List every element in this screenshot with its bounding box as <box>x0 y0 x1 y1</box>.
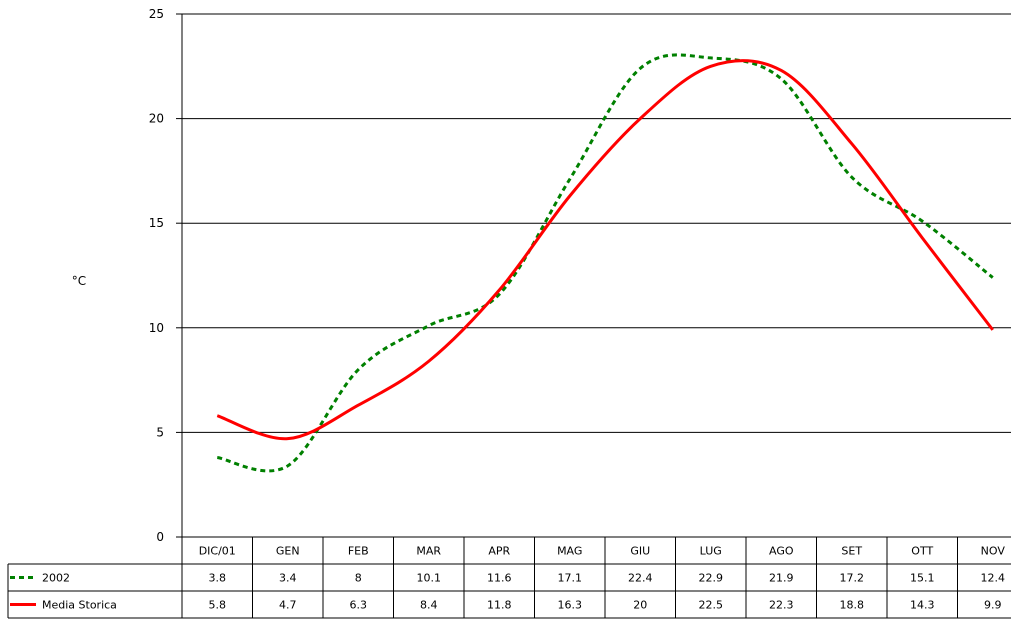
data-cell: 3.8 <box>209 572 227 585</box>
data-cell: 4.7 <box>279 599 297 612</box>
data-cell: 17.2 <box>840 572 865 585</box>
y-tick-label: 20 <box>149 112 164 126</box>
series-line-0 <box>216 53 994 473</box>
data-cell: 14.3 <box>910 599 935 612</box>
y-tick-label: 0 <box>156 530 164 544</box>
gridlines <box>176 13 1011 538</box>
category-label: OTT <box>911 545 933 558</box>
y-tick-label: 5 <box>156 425 164 439</box>
data-cell: 16.3 <box>558 599 583 612</box>
category-label: AGO <box>769 545 794 558</box>
data-cell: 8.4 <box>420 599 438 612</box>
category-label: MAR <box>416 545 441 558</box>
data-cell: 5.8 <box>209 599 227 612</box>
data-cell: 12.4 <box>981 572 1006 585</box>
category-label: LUG <box>700 545 722 558</box>
data-cell: 10.1 <box>417 572 442 585</box>
legend-label-1: Media Storica <box>42 599 117 612</box>
category-label: MAG <box>557 545 582 558</box>
data-cell: 9.9 <box>984 599 1002 612</box>
data-table: DIC/01 GEN FEB MAR APR MAG GIU LUG AGO SET OTT NOV 2… <box>7 536 1011 619</box>
series-lines <box>216 53 994 473</box>
y-axis-label: °C <box>72 274 86 288</box>
data-cell: 8 <box>355 572 362 585</box>
data-cell: 3.4 <box>279 572 297 585</box>
category-label: SET <box>841 545 862 558</box>
y-tick-label: 15 <box>149 216 164 230</box>
data-cell: 15.1 <box>910 572 935 585</box>
category-label: APR <box>488 545 510 558</box>
y-tick-label: 25 <box>149 7 164 21</box>
series-line-1 <box>216 58 994 441</box>
category-label: DIC/01 <box>199 545 236 558</box>
category-label: GEN <box>276 545 300 558</box>
data-cell: 21.9 <box>769 572 794 585</box>
legend-label-0: 2002 <box>42 572 70 585</box>
category-label: GIU <box>630 545 650 558</box>
data-cell: 20 <box>633 599 647 612</box>
data-cell: 11.6 <box>487 572 512 585</box>
data-cell: 17.1 <box>558 572 583 585</box>
y-tick-label: 10 <box>149 321 164 335</box>
data-cell: 6.3 <box>350 599 368 612</box>
data-cell: 11.8 <box>487 599 512 612</box>
data-cell: 22.9 <box>699 572 724 585</box>
category-label: NOV <box>981 545 1006 558</box>
data-cell: 22.3 <box>769 599 794 612</box>
data-cell: 22.5 <box>699 599 724 612</box>
data-cell: 22.4 <box>628 572 653 585</box>
category-label: FEB <box>348 545 369 558</box>
data-cell: 18.8 <box>840 599 865 612</box>
y-tick-labels: 0 5 10 15 20 25 <box>149 7 164 544</box>
